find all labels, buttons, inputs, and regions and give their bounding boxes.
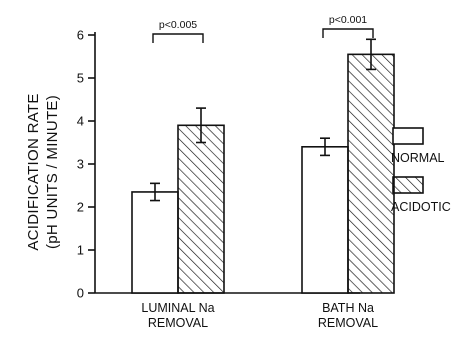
y-tick-label: 3: [77, 157, 84, 172]
bar-normal-2: [301, 146, 349, 294]
significance-label: p<0.001: [329, 14, 367, 26]
error-bars: [150, 38, 376, 202]
significance-bracket: [152, 33, 204, 43]
y-tick-label: 1: [77, 243, 84, 258]
significance-label: p<0.005: [159, 19, 197, 31]
y-tick-label: 0: [77, 286, 84, 301]
bar-acidotic-2: [347, 53, 395, 294]
significance-brackets: p<0.005 p<0.001: [152, 14, 374, 43]
y-tick-label: 5: [77, 71, 84, 86]
legend-swatch-normal: [392, 127, 424, 145]
category-label-line1: BATH Na: [322, 301, 374, 315]
category-label-line1: LUMINAL Na: [141, 301, 214, 315]
significance-bracket: [322, 28, 374, 38]
y-tick-label: 4: [77, 114, 84, 129]
legend: NORMAL ACIDOTIC: [391, 127, 451, 214]
category-label-line2: REMOVAL: [318, 316, 378, 330]
category-label-line2: REMOVAL: [148, 316, 208, 330]
y-ticks: 0 1 2 3 4 5 6: [77, 28, 95, 301]
y-axis-label-line2: (pH UNITS / MINUTE): [44, 95, 61, 249]
y-tick-label: 2: [77, 200, 84, 215]
y-tick-label: 6: [77, 28, 84, 43]
legend-swatch-acidotic: [392, 176, 424, 194]
bar-acidotic-1: [177, 124, 225, 294]
legend-label-acidotic: ACIDOTIC: [391, 200, 451, 214]
bars: [131, 53, 395, 294]
bar-normal-1: [131, 191, 179, 294]
y-axis-label-line1: ACIDIFICATION RATE: [25, 93, 42, 250]
legend-label-normal: NORMAL: [391, 151, 445, 165]
